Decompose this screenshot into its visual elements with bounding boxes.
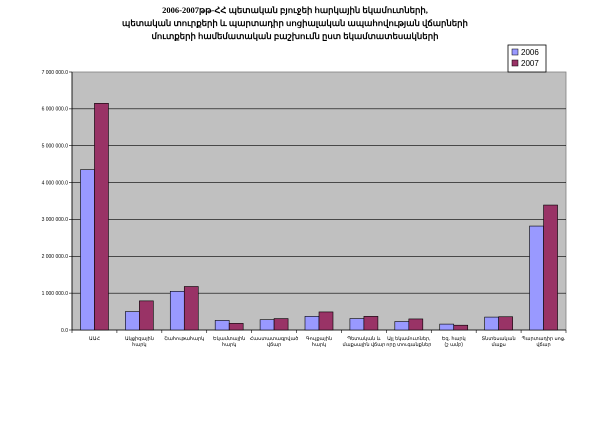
y-tick-label: 0.0 <box>61 328 68 334</box>
x-tick-label: Պետական և մաքսային վճար <box>343 336 386 348</box>
chart-title-line-2: պետական տուրքերի և պարտադիր սոցիալական ա… <box>122 18 468 28</box>
bar-2007-3 <box>228 323 244 331</box>
bar-2007-2 <box>183 286 199 331</box>
y-tick-label: 4 000 000.0 <box>42 180 69 186</box>
y-tick-label: 7 000 000.0 <box>42 70 69 76</box>
x-tick-label: Այլ եկամուտներ, որը տուգանքներ <box>386 336 431 348</box>
bar-2006-9 <box>484 316 499 331</box>
bar-2007-0 <box>94 103 109 331</box>
y-tick-label: 6 000 000.0 <box>42 107 69 113</box>
bar-2006-2 <box>169 290 185 331</box>
y-tick-label: 3 000 000.0 <box>42 217 69 223</box>
bar-2006-1 <box>125 311 140 331</box>
bar-2007-8 <box>453 324 469 331</box>
bar-2006-8 <box>439 323 455 331</box>
bar-2006-0 <box>80 169 95 331</box>
x-tick-label: Հաստատագրված վճար <box>250 336 299 348</box>
chart-title-line-3: մուտքերի համեմատական բաշխումն ըստ եկամտա… <box>151 31 439 41</box>
x-tick-label: Եկամտային հարկ <box>213 336 245 348</box>
x-tick-label: Եզ. հարկ (շ ամբ) <box>442 336 466 348</box>
legend-swatch-2006 <box>511 48 519 56</box>
y-tick-label: 2 000 000.0 <box>42 254 69 260</box>
legend-label-2007: 2007 <box>521 59 539 68</box>
chart-title: 2006-2007թթ-ՀՀ պետական բյուջեի հարկային … <box>95 4 495 43</box>
legend-label-2006: 2006 <box>521 48 539 57</box>
bar-2007-1 <box>139 300 154 331</box>
bar-2007-4 <box>273 318 289 331</box>
bar-2007-10 <box>543 204 558 331</box>
bar-2006-5 <box>304 316 320 331</box>
bar-2006-4 <box>259 319 275 331</box>
bar-2006-6 <box>349 318 365 331</box>
x-tick-label: ԱԱՀ <box>89 336 101 342</box>
x-tick-label: Տնտեսական մաքս <box>482 336 516 348</box>
bar-2006-10 <box>529 225 544 331</box>
bar-2007-5 <box>318 311 334 331</box>
plot-area <box>71 71 567 331</box>
x-tick-label: Շահութահարկ <box>164 336 204 342</box>
bar-2006-7 <box>394 321 410 331</box>
bar-2007-9 <box>498 316 513 331</box>
legend-swatch-2007 <box>511 59 519 67</box>
chart-title-line-1: 2006-2007թթ-ՀՀ պետական բյուջեի հարկային … <box>162 5 428 15</box>
bar-2007-6 <box>363 316 379 331</box>
bar-2007-7 <box>408 318 424 331</box>
x-tick-label: Գույքային հարկ <box>306 336 332 348</box>
x-tick-label: Պարտադիր սոց. վճար <box>522 336 566 348</box>
y-tick-label: 5 000 000.0 <box>42 144 69 150</box>
x-tick-label: Ակցիզային հարկ <box>125 336 154 348</box>
y-tick-label: 1 000 000.0 <box>42 291 69 297</box>
bar-2006-3 <box>214 320 230 331</box>
